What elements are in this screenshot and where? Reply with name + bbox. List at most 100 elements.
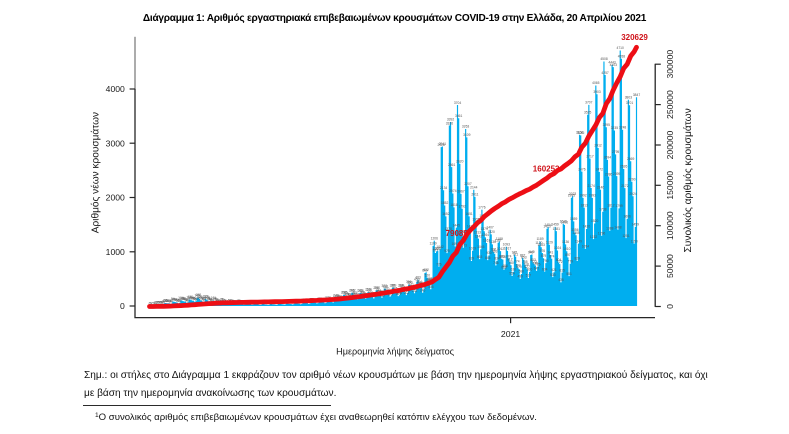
svg-text:1445: 1445 <box>453 223 461 227</box>
svg-text:2000: 2000 <box>106 193 125 203</box>
svg-text:2146: 2146 <box>597 185 605 189</box>
svg-text:308: 308 <box>428 285 434 289</box>
svg-text:1423: 1423 <box>543 225 551 229</box>
svg-text:242: 242 <box>350 289 356 293</box>
svg-text:3235: 3235 <box>611 126 619 130</box>
svg-text:1356: 1356 <box>571 228 579 232</box>
svg-text:963: 963 <box>492 250 498 254</box>
svg-text:241: 241 <box>376 289 382 293</box>
svg-text:726: 726 <box>436 262 442 266</box>
svg-text:Ημερομηνία λήψης δείγματος: Ημερομηνία λήψης δείγματος <box>336 347 454 357</box>
svg-text:4443: 4443 <box>608 61 616 65</box>
svg-text:51: 51 <box>167 299 171 303</box>
svg-text:6: 6 <box>150 301 152 305</box>
svg-text:2620: 2620 <box>456 160 464 164</box>
svg-text:250000: 250000 <box>665 90 675 119</box>
svg-text:339: 339 <box>391 283 397 287</box>
svg-text:334: 334 <box>398 284 404 288</box>
svg-text:149: 149 <box>334 294 340 298</box>
svg-text:1378: 1378 <box>445 227 453 231</box>
svg-text:318: 318 <box>383 284 389 288</box>
svg-text:95: 95 <box>192 297 196 301</box>
svg-text:1017: 1017 <box>504 247 512 251</box>
svg-text:3146: 3146 <box>577 131 585 135</box>
svg-text:2024: 2024 <box>629 192 637 196</box>
svg-text:846: 846 <box>485 256 491 260</box>
svg-text:26: 26 <box>156 300 160 304</box>
svg-text:10: 10 <box>153 301 157 305</box>
svg-text:647: 647 <box>534 267 540 271</box>
svg-text:206: 206 <box>341 291 347 295</box>
svg-text:24: 24 <box>157 300 161 304</box>
svg-text:1459: 1459 <box>632 223 640 227</box>
svg-text:1776: 1776 <box>478 205 486 209</box>
svg-text:66: 66 <box>174 298 178 302</box>
svg-text:679: 679 <box>516 265 522 269</box>
svg-text:930: 930 <box>486 251 492 255</box>
svg-text:622: 622 <box>423 268 429 272</box>
svg-text:1379: 1379 <box>481 227 489 231</box>
svg-text:105: 105 <box>205 296 211 300</box>
svg-text:790: 790 <box>543 259 549 263</box>
svg-text:54: 54 <box>163 299 167 303</box>
svg-text:74: 74 <box>173 298 177 302</box>
svg-text:1454: 1454 <box>545 223 553 227</box>
svg-text:4257: 4257 <box>601 71 609 75</box>
svg-text:2526: 2526 <box>620 165 628 169</box>
svg-text:120: 120 <box>187 295 193 299</box>
svg-text:143: 143 <box>333 294 339 298</box>
svg-text:4000: 4000 <box>106 84 125 94</box>
svg-text:259: 259 <box>365 288 371 292</box>
svg-text:72: 72 <box>201 298 205 302</box>
svg-text:342: 342 <box>408 283 414 287</box>
svg-text:75: 75 <box>193 298 197 302</box>
svg-text:68: 68 <box>215 298 219 302</box>
svg-text:1021: 1021 <box>434 246 442 250</box>
svg-text:1189: 1189 <box>536 237 543 241</box>
svg-text:3707: 3707 <box>585 101 593 105</box>
svg-text:1045: 1045 <box>477 245 485 249</box>
svg-text:696: 696 <box>502 264 508 268</box>
svg-text:1024: 1024 <box>554 246 562 250</box>
svg-text:2021: 2021 <box>501 329 520 339</box>
svg-text:58: 58 <box>209 299 213 303</box>
svg-text:2476: 2476 <box>578 167 586 171</box>
svg-text:78: 78 <box>208 298 212 302</box>
svg-text:1408: 1408 <box>614 225 622 229</box>
svg-text:70: 70 <box>221 298 225 302</box>
svg-text:941: 941 <box>548 251 554 255</box>
svg-text:270: 270 <box>384 287 390 291</box>
svg-text:83: 83 <box>183 297 187 301</box>
svg-text:197: 197 <box>351 291 357 295</box>
svg-text:381: 381 <box>418 281 424 285</box>
svg-text:118: 118 <box>186 295 191 299</box>
svg-text:3109: 3109 <box>463 133 471 137</box>
svg-text:746: 746 <box>493 261 499 265</box>
svg-text:55: 55 <box>164 299 168 303</box>
svg-text:2011: 2011 <box>471 193 478 197</box>
svg-text:150000: 150000 <box>665 171 675 200</box>
svg-text:1232: 1232 <box>590 235 598 239</box>
svg-text:174: 174 <box>344 292 350 296</box>
svg-text:911: 911 <box>513 252 518 256</box>
svg-text:Αριθμός νέων κρουσμάτων: Αριθμός νέων κρουσμάτων <box>89 112 101 233</box>
svg-text:440: 440 <box>426 278 432 282</box>
svg-text:0: 0 <box>665 304 675 309</box>
svg-text:1097: 1097 <box>452 242 460 246</box>
svg-text:779: 779 <box>568 259 574 263</box>
svg-text:1007: 1007 <box>433 247 441 251</box>
svg-text:2694: 2694 <box>604 156 612 160</box>
svg-text:78: 78 <box>184 298 188 302</box>
svg-text:334: 334 <box>399 284 405 288</box>
svg-text:1242: 1242 <box>475 234 483 238</box>
svg-text:2561: 2561 <box>448 163 456 167</box>
svg-text:90: 90 <box>181 297 185 301</box>
svg-text:1388: 1388 <box>606 226 614 230</box>
svg-text:772: 772 <box>531 260 537 264</box>
svg-text:879: 879 <box>541 254 547 258</box>
svg-text:1073: 1073 <box>460 244 468 248</box>
svg-text:62: 62 <box>210 298 214 302</box>
svg-text:2172: 2172 <box>621 184 629 188</box>
svg-text:703: 703 <box>515 264 521 268</box>
svg-text:1129: 1129 <box>546 241 553 245</box>
